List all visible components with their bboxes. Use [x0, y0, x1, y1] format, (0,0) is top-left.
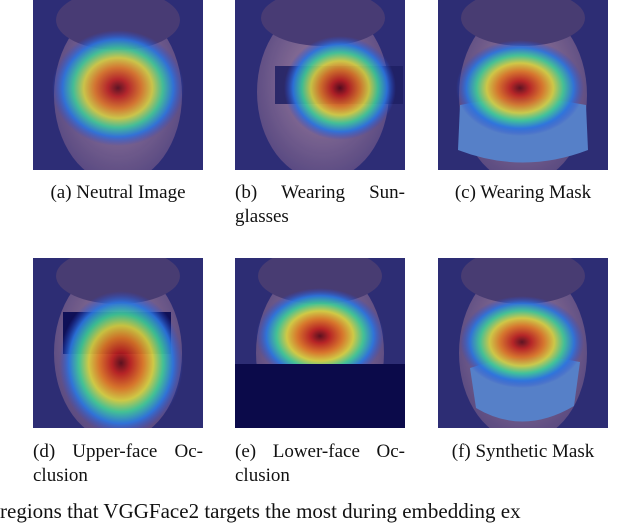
- panel-upper-face-occlusion: [33, 258, 203, 428]
- panel-synthetic-mask: [438, 258, 608, 428]
- panel-wearing-mask: [438, 0, 608, 170]
- panel-lower-face-occlusion: [235, 258, 405, 428]
- caption-b-word: Sun-: [369, 182, 405, 203]
- caption-d-word: Oc-: [174, 441, 203, 462]
- panel-neutral-image: [33, 0, 203, 170]
- caption-d-word: (d): [33, 441, 56, 462]
- caption-f: (f) Synthetic Mask: [451, 441, 595, 462]
- caption-b: (b) Wearing Sun- glasses: [235, 181, 405, 229]
- caption-d-word: Upper-face: [72, 441, 158, 462]
- caption-a: (a) Neutral Image: [50, 182, 186, 203]
- panel-wearing-sunglasses: [235, 0, 405, 170]
- caption-e-line2: clusion: [235, 465, 290, 486]
- figure-caption-fragment: regions that VGGFace2 targets the most d…: [0, 499, 521, 523]
- caption-b-line2: glasses: [235, 206, 289, 227]
- caption-b-word: Wearing: [281, 182, 346, 203]
- caption-e-word: Lower-face: [272, 441, 360, 462]
- caption-b-word: (b): [235, 182, 258, 203]
- caption-e-word: (e): [235, 441, 257, 462]
- caption-c: (c) Wearing Mask: [454, 182, 592, 203]
- caption-d-line2: clusion: [33, 465, 88, 486]
- caption-e: (e) Lower-face Oc- clusion: [235, 440, 405, 488]
- caption-d: (d) Upper-face Oc- clusion: [33, 440, 203, 488]
- caption-e-word: Oc-: [376, 441, 405, 462]
